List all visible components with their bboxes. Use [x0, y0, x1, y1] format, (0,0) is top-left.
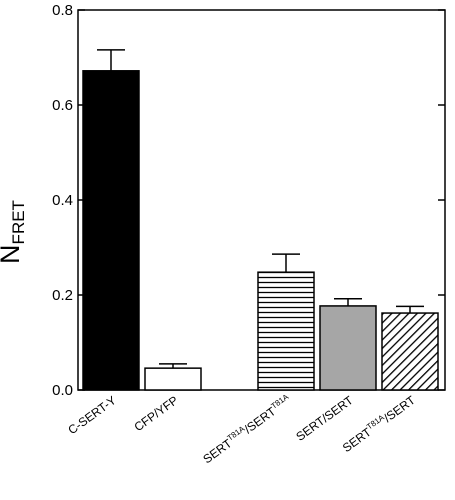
x-tick-label-superscript: T81A: [269, 392, 290, 411]
error-bars: [97, 49, 424, 369]
x-tick-label-part: C-SERT-Y: [65, 393, 118, 437]
bar: [257, 271, 315, 391]
y-axis-label-main: N: [0, 244, 25, 264]
x-tick-label: SERTT81A/SERTT81A: [200, 392, 294, 466]
x-tick-label-part: SERT/SERT: [293, 393, 356, 444]
x-tick-label: C-SERT-Y: [65, 393, 118, 437]
x-axis-labels: C-SERT-Y CFP/YFP SERTT81A/SERTT81A SERT/SER…: [65, 392, 418, 466]
y-tick-label: 0.4: [52, 192, 73, 209]
x-tick-label: SERT/SERT: [293, 393, 356, 444]
bar: [319, 305, 377, 391]
y-axis-label-sub: FRET: [9, 200, 28, 244]
y-tick-label: 0.2: [52, 287, 73, 304]
x-tick-label: CFP/YFP: [132, 393, 181, 434]
y-tick-label: 0.0: [52, 382, 73, 399]
x-tick-label-part: /SERT: [381, 393, 418, 425]
y-tick-label: 0.8: [52, 2, 73, 19]
y-axis-title: NFRET: [0, 200, 28, 264]
bar: [144, 367, 202, 391]
bar: [381, 312, 439, 391]
y-tick-label: 0.6: [52, 97, 73, 114]
bar: [82, 70, 140, 391]
bars: [82, 70, 439, 391]
y-axis-ticks: 0.0 0.2 0.4 0.6 0.8: [52, 2, 445, 399]
x-tick-label-part: CFP/YFP: [132, 393, 181, 434]
svg-text:NFRET: NFRET: [0, 200, 28, 264]
